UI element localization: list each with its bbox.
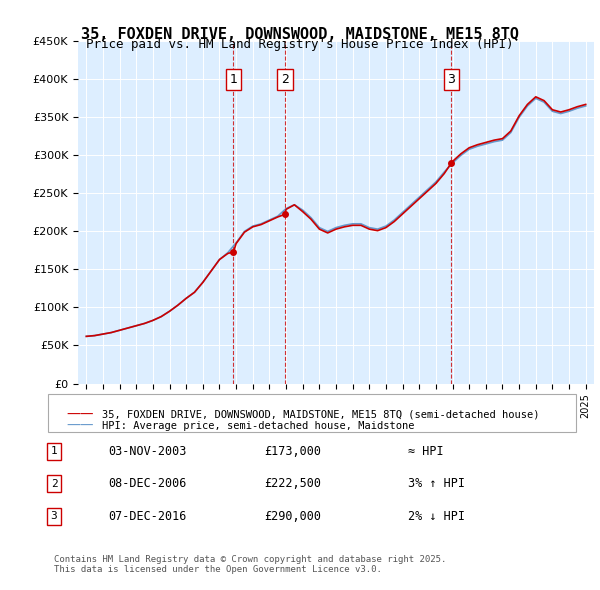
Text: ——: —— bbox=[66, 408, 94, 422]
Text: ——: —— bbox=[66, 419, 94, 433]
Text: 35, FOXDEN DRIVE, DOWNSWOOD, MAIDSTONE, ME15 8TQ (semi-detached house): 35, FOXDEN DRIVE, DOWNSWOOD, MAIDSTONE, … bbox=[102, 410, 539, 419]
Text: 35, FOXDEN DRIVE, DOWNSWOOD, MAIDSTONE, ME15 8TQ: 35, FOXDEN DRIVE, DOWNSWOOD, MAIDSTONE, … bbox=[81, 27, 519, 41]
Text: £173,000: £173,000 bbox=[264, 445, 321, 458]
Text: 3: 3 bbox=[448, 73, 455, 86]
Text: 2: 2 bbox=[281, 73, 289, 86]
Text: £290,000: £290,000 bbox=[264, 510, 321, 523]
Text: 03-NOV-2003: 03-NOV-2003 bbox=[108, 445, 187, 458]
Text: ≈ HPI: ≈ HPI bbox=[408, 445, 443, 458]
Text: £222,500: £222,500 bbox=[264, 477, 321, 490]
Text: 1: 1 bbox=[230, 73, 238, 86]
Text: 2: 2 bbox=[50, 479, 58, 489]
Text: HPI: Average price, semi-detached house, Maidstone: HPI: Average price, semi-detached house,… bbox=[102, 421, 415, 431]
Text: 08-DEC-2006: 08-DEC-2006 bbox=[108, 477, 187, 490]
Text: 2% ↓ HPI: 2% ↓ HPI bbox=[408, 510, 465, 523]
Text: 1: 1 bbox=[50, 447, 58, 456]
Text: 3: 3 bbox=[50, 512, 58, 521]
Text: Contains HM Land Registry data © Crown copyright and database right 2025.
This d: Contains HM Land Registry data © Crown c… bbox=[54, 555, 446, 574]
Text: 3% ↑ HPI: 3% ↑ HPI bbox=[408, 477, 465, 490]
Text: Price paid vs. HM Land Registry's House Price Index (HPI): Price paid vs. HM Land Registry's House … bbox=[86, 38, 514, 51]
Text: 07-DEC-2016: 07-DEC-2016 bbox=[108, 510, 187, 523]
